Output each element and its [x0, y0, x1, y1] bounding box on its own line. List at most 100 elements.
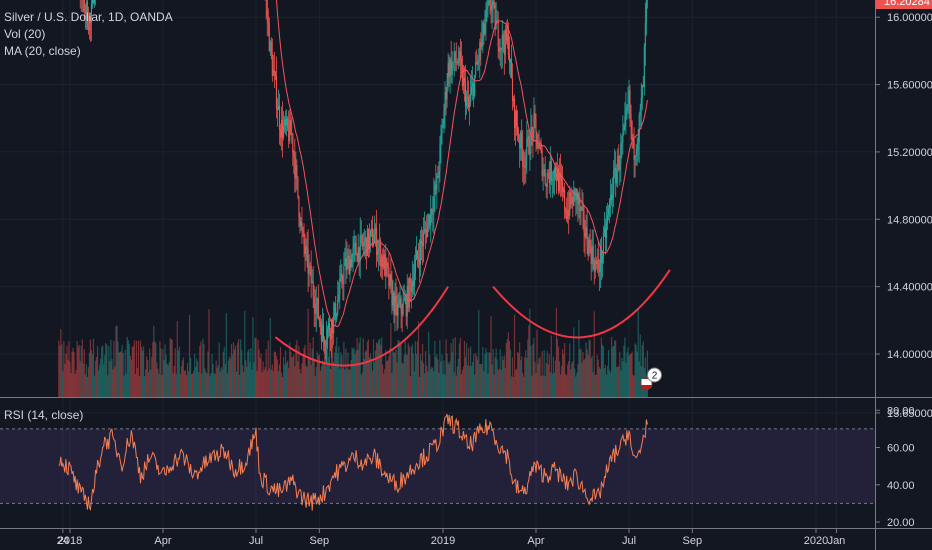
candle-body [87, 26, 89, 31]
candle [611, 184, 613, 207]
volume-bar [422, 363, 425, 397]
volume-bar [163, 360, 165, 397]
volume-bar [517, 351, 519, 397]
volume-bar [522, 372, 524, 397]
volume-bar [639, 334, 641, 397]
volume-bar [461, 370, 464, 397]
candle [444, 80, 446, 129]
candle-body [480, 42, 482, 48]
candle-body [284, 119, 286, 126]
volume-bar [325, 365, 328, 397]
candle [610, 179, 612, 218]
volume-bar [157, 368, 159, 397]
candle [305, 238, 307, 262]
candle-body [534, 113, 536, 119]
volume-bar [466, 365, 469, 397]
volume-bar [207, 351, 209, 397]
candle-body [444, 91, 446, 111]
volume-bar [120, 351, 122, 397]
candle-body [538, 144, 540, 148]
price-tick-label: 16.00000 [887, 12, 932, 24]
volume-bar [594, 374, 596, 397]
volume-bar [459, 338, 461, 397]
candle-body [285, 119, 287, 126]
volume-bar [321, 360, 324, 397]
candle [564, 182, 566, 220]
volume-bar [213, 373, 215, 397]
candle-body [491, 6, 493, 11]
candle-body [370, 228, 373, 231]
candle [433, 177, 435, 234]
candle-body [395, 295, 397, 301]
events-badge[interactable]: 2 [640, 367, 662, 390]
volume-bar [437, 359, 439, 397]
candle-body [595, 260, 597, 265]
candle-body [466, 96, 469, 98]
candle [458, 47, 460, 67]
candle [288, 110, 290, 149]
candle [605, 206, 608, 251]
volume-bar [312, 337, 314, 397]
candle-body [545, 184, 547, 187]
volume-bar [463, 341, 466, 397]
candle-body [411, 280, 413, 292]
candle-body [599, 249, 601, 272]
candle-body [454, 51, 456, 62]
candle [519, 133, 521, 168]
candle-body [429, 214, 431, 226]
candle [630, 104, 632, 141]
candle [568, 190, 570, 235]
candle-body [419, 240, 422, 265]
candle-body [560, 177, 563, 183]
volume-bar [61, 344, 63, 397]
volume-bar [193, 370, 195, 397]
candle [602, 225, 604, 264]
candle-body [566, 212, 568, 220]
candle [279, 123, 282, 146]
volume-bar [620, 370, 622, 397]
volume-bar [278, 364, 281, 397]
candle-body [585, 227, 587, 237]
volume-bar [233, 349, 236, 397]
volume-bar [383, 373, 385, 397]
candle-body [581, 206, 583, 208]
candle [621, 135, 623, 159]
volume-bar [641, 345, 643, 397]
volume-bar [493, 374, 495, 397]
volume-bar [414, 341, 417, 397]
candle [314, 289, 316, 328]
candle-body [368, 235, 370, 249]
candle [264, 0, 266, 1]
candle-body [615, 167, 617, 184]
volume-bar [474, 374, 476, 397]
volume-bar [317, 355, 319, 397]
volume-bar [411, 344, 413, 397]
volume-bar [271, 364, 273, 397]
candle-body [504, 29, 506, 55]
volume-bar [462, 366, 465, 397]
volume-bar [197, 361, 199, 397]
candle [359, 217, 361, 279]
volume-bar [634, 343, 636, 397]
volume-bar [582, 352, 584, 397]
candle [615, 151, 617, 198]
candle-body [302, 230, 304, 232]
volume-bar [106, 344, 108, 397]
candle [410, 278, 412, 309]
volume-bar [495, 348, 497, 397]
candle [459, 38, 461, 78]
candle [606, 202, 609, 231]
volume-bar [324, 344, 327, 397]
candle-body [562, 182, 564, 192]
candle [311, 269, 313, 284]
candle-body [511, 78, 514, 101]
candle [620, 133, 622, 182]
candle [437, 166, 439, 179]
volume-bar [160, 348, 162, 397]
candle-body [552, 178, 554, 180]
candle [377, 239, 379, 262]
volume-bar [267, 340, 269, 397]
candle [392, 279, 394, 311]
volume-bar [605, 374, 608, 397]
